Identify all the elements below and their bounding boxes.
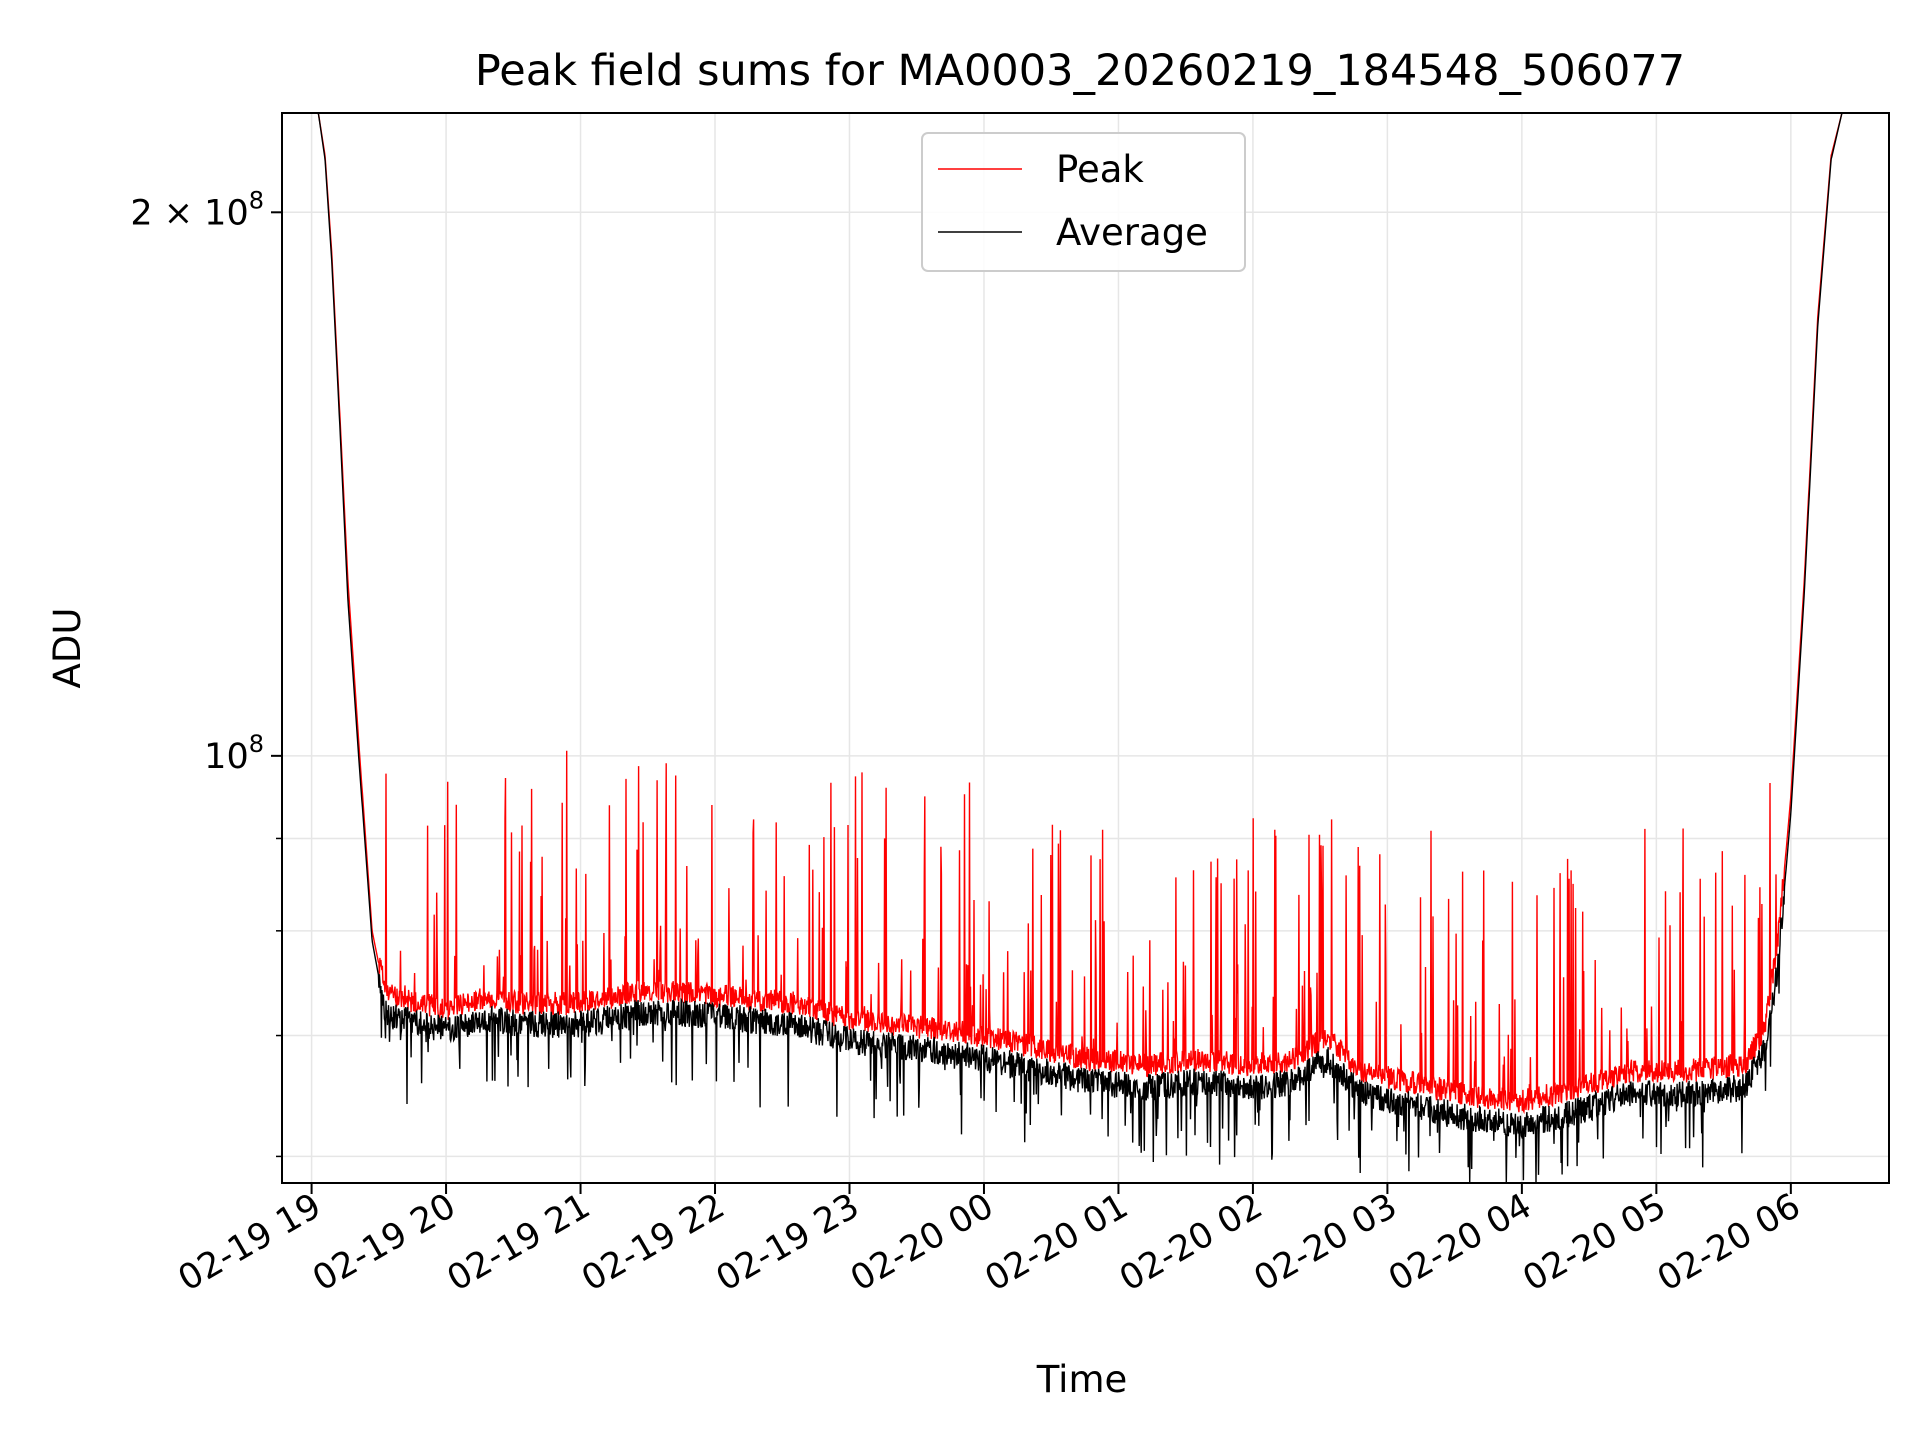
y-tick-label-base: 10 xyxy=(204,737,249,777)
legend-label-average: Average xyxy=(1056,211,1208,254)
y-axis-label: ADU xyxy=(46,608,89,689)
series-line-average xyxy=(282,112,1889,1184)
chart-title: Peak field sums for MA0003_20260219_1845… xyxy=(475,46,1685,96)
series-group xyxy=(282,112,1889,1184)
legend: Peak Average xyxy=(921,132,1246,272)
y-tick-label: 2 × 108 xyxy=(130,186,264,233)
y-tick-label: 108 xyxy=(204,730,264,777)
legend-box xyxy=(921,132,1246,272)
series-line-peak xyxy=(282,112,1889,1115)
y-tick-label-exponent: 8 xyxy=(249,730,264,758)
y-tick-label-exponent: 8 xyxy=(249,186,264,214)
x-axis-label: Time xyxy=(1036,1358,1128,1401)
y-tick-label-base: 2 × 10 xyxy=(130,193,248,233)
plot-frame xyxy=(281,112,1890,1184)
legend-label-peak: Peak xyxy=(1056,148,1144,191)
